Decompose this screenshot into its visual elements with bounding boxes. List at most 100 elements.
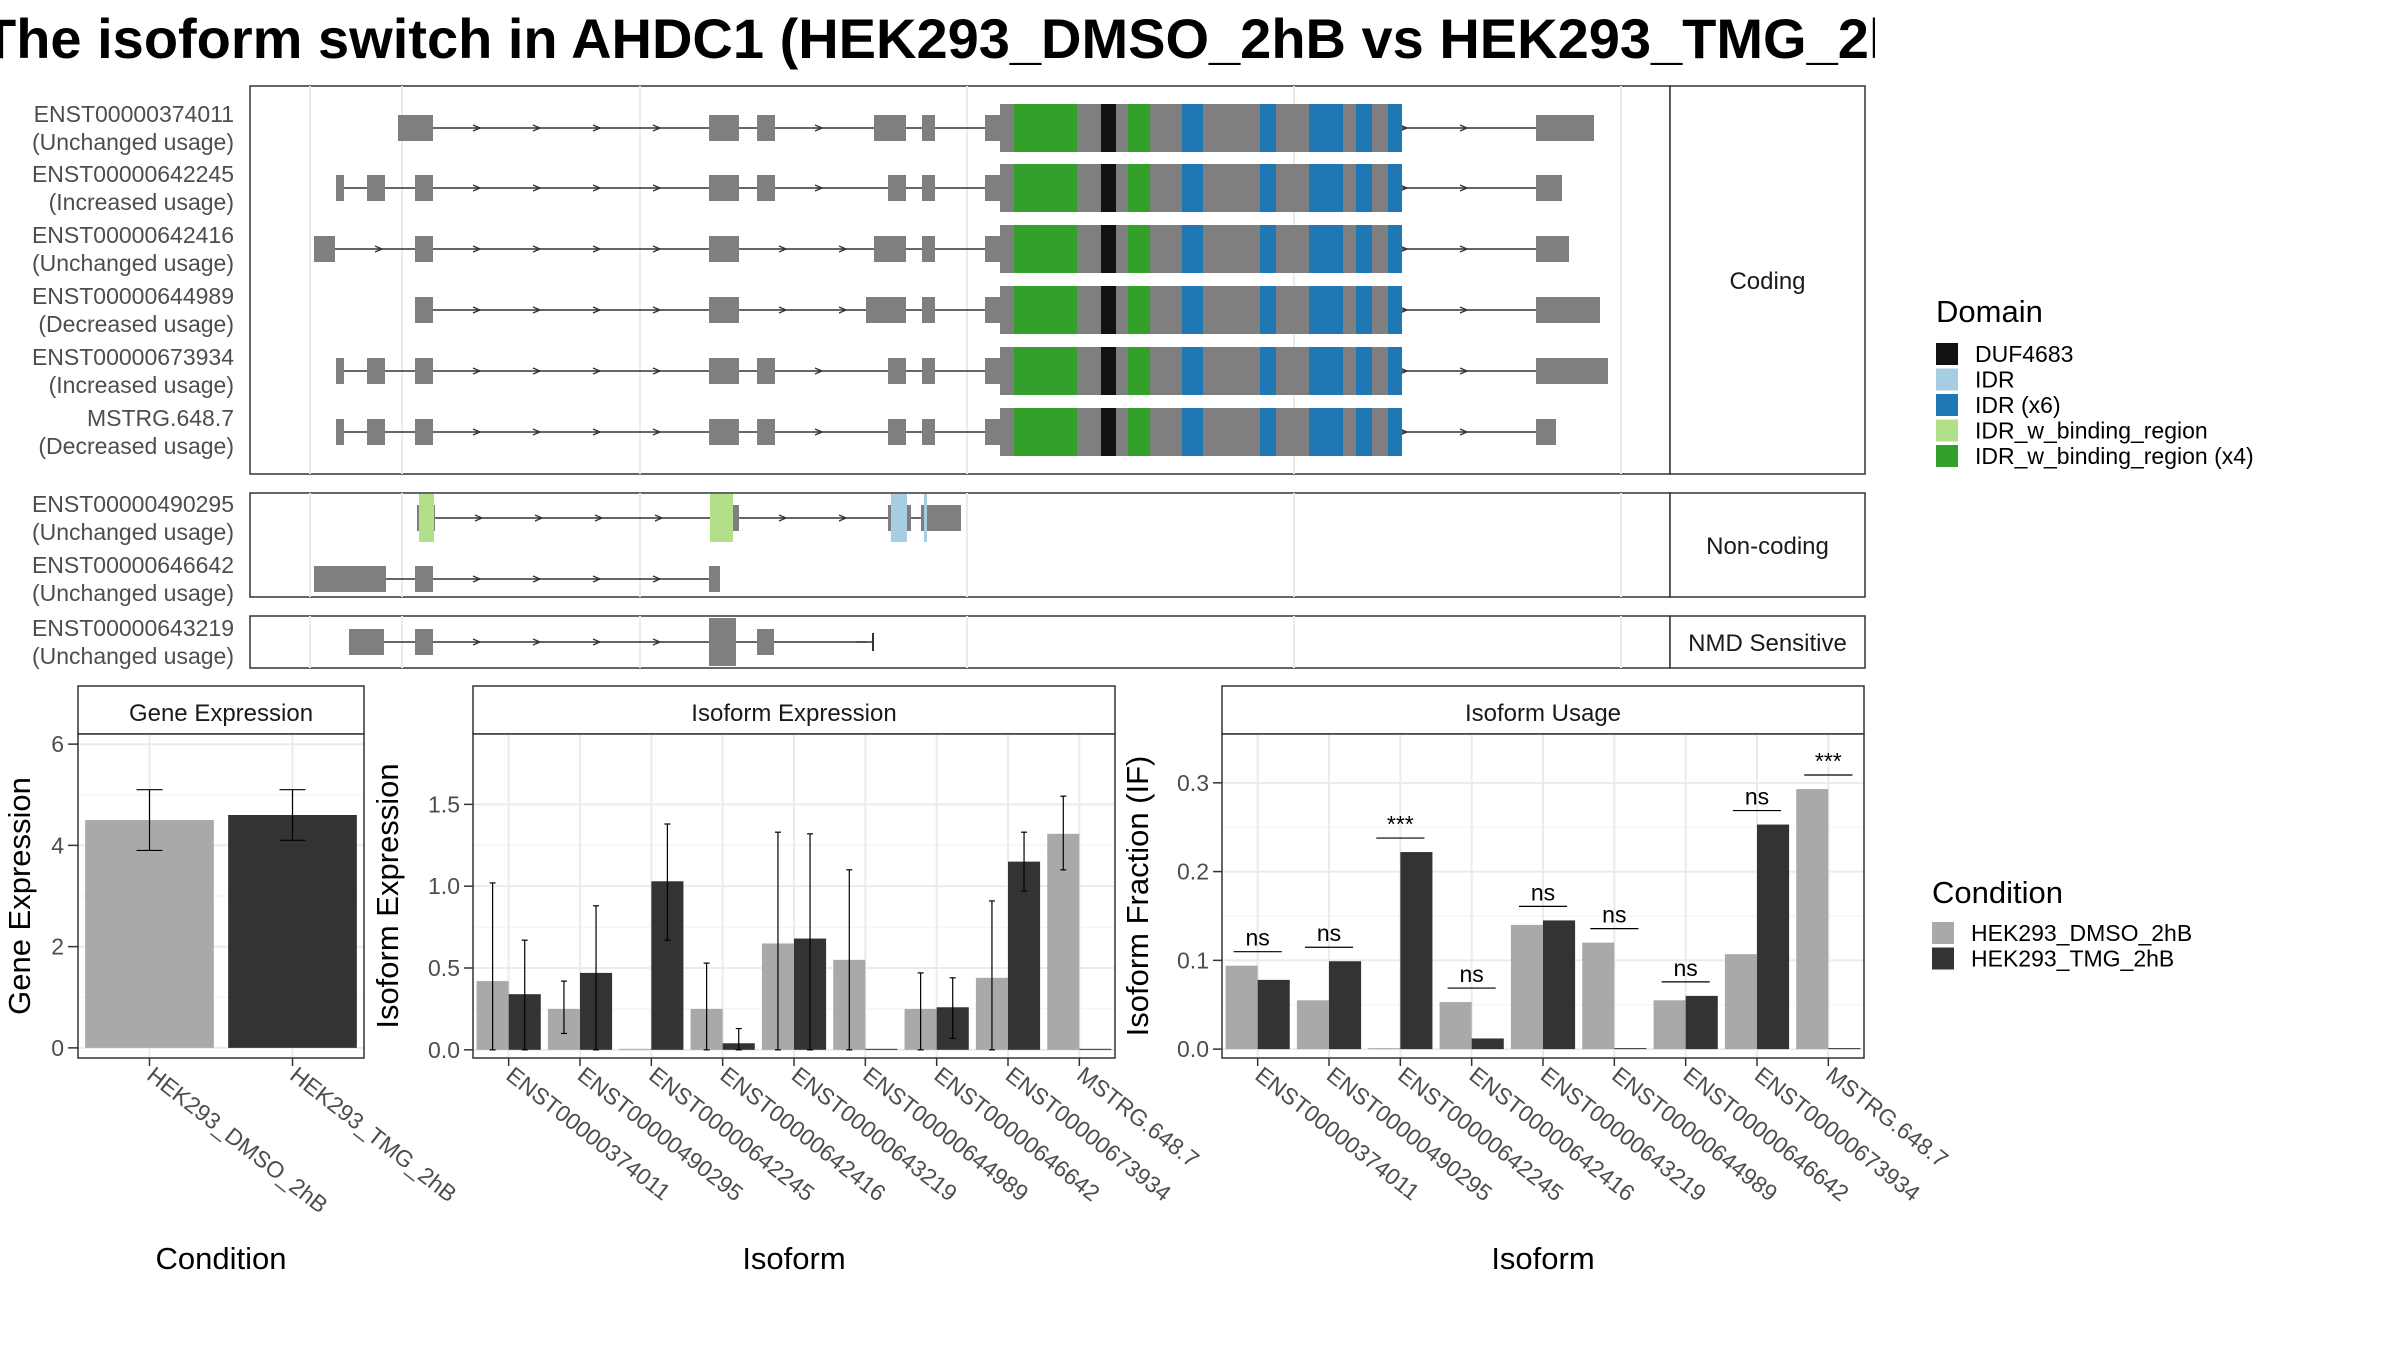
strand-arrow bbox=[1459, 428, 1469, 436]
bar bbox=[228, 815, 357, 1048]
cds-segment bbox=[1372, 104, 1388, 152]
transcript-usage-label: (Unchanged usage) bbox=[32, 580, 234, 606]
strand-arrow bbox=[472, 367, 482, 375]
protein-domain bbox=[1356, 286, 1372, 334]
protein-domain bbox=[1388, 225, 1402, 273]
significance-label: ns bbox=[1602, 902, 1626, 928]
protein-domain bbox=[1356, 408, 1372, 456]
exon bbox=[709, 297, 739, 323]
panel-title: Isoform Usage bbox=[1465, 700, 1621, 727]
exon bbox=[1536, 115, 1594, 141]
strand-arrow bbox=[838, 245, 848, 253]
protein-domain bbox=[1260, 104, 1276, 152]
protein-domain bbox=[1388, 164, 1402, 212]
strand-arrow bbox=[592, 575, 602, 583]
bar bbox=[1439, 1002, 1472, 1050]
strand-arrow bbox=[592, 184, 602, 192]
exon bbox=[1536, 358, 1608, 384]
protein-domain bbox=[924, 494, 927, 542]
strand-arrow bbox=[532, 124, 542, 132]
cds-segment bbox=[1116, 225, 1128, 273]
bar bbox=[1257, 979, 1290, 1050]
strand-arrow bbox=[778, 245, 788, 253]
y-axis-label: Isoform Fraction (IF) bbox=[1120, 756, 1155, 1037]
strand-arrow bbox=[1399, 124, 1409, 132]
exon bbox=[1536, 297, 1600, 323]
bar bbox=[1008, 861, 1041, 1050]
cds-segment bbox=[1372, 347, 1388, 395]
strand-arrow bbox=[472, 428, 482, 436]
facet-strip bbox=[1669, 615, 1866, 669]
significance-label: *** bbox=[1815, 748, 1842, 774]
cds-segment bbox=[1077, 286, 1101, 334]
y-tick-label: 0.2 bbox=[1177, 859, 1209, 885]
strand-arrow bbox=[1399, 428, 1409, 436]
strand-arrow bbox=[472, 124, 482, 132]
strand-arrow bbox=[532, 428, 542, 436]
cds-segment bbox=[1372, 225, 1388, 273]
protein-domain bbox=[1101, 104, 1116, 152]
strand-arrow bbox=[652, 306, 662, 314]
protein-domain bbox=[1182, 164, 1203, 212]
condition-legend-key bbox=[1932, 947, 1954, 970]
protein-domain bbox=[1101, 164, 1116, 212]
transcript-usage-label: (Unchanged usage) bbox=[32, 643, 234, 669]
bar bbox=[865, 1048, 898, 1050]
cds-segment bbox=[1343, 164, 1356, 212]
protein-domain bbox=[1014, 104, 1077, 152]
domain-legend-key bbox=[1936, 445, 1958, 467]
transcript-usage-label: (Decreased usage) bbox=[38, 311, 234, 337]
protein-domain bbox=[1128, 104, 1150, 152]
significance-label: ns bbox=[1460, 961, 1484, 987]
transcript-group-nmd-sensitive: NMD Sensitive ENST00000643219(Unchanged u… bbox=[32, 615, 1866, 669]
bar-panel-isoform-expression: Isoform Expression0.00.51.01.5ENST000003… bbox=[370, 685, 1204, 1276]
condition-legend-key bbox=[1932, 922, 1954, 944]
cds-segment bbox=[1203, 286, 1260, 334]
exon bbox=[709, 566, 720, 592]
protein-domain bbox=[1260, 408, 1276, 456]
exon bbox=[709, 175, 739, 201]
strand-arrow bbox=[534, 514, 544, 522]
protein-domain bbox=[1260, 225, 1276, 273]
protein-domain bbox=[1014, 225, 1077, 273]
bar bbox=[1828, 1048, 1861, 1050]
exon bbox=[367, 419, 385, 445]
bar bbox=[1582, 942, 1615, 1050]
protein-domain bbox=[1388, 104, 1402, 152]
exon bbox=[709, 236, 739, 262]
bar bbox=[1510, 924, 1543, 1050]
y-tick-label: 1.0 bbox=[428, 873, 460, 899]
exon bbox=[921, 505, 961, 531]
y-tick-label: 6 bbox=[51, 731, 64, 757]
strand-arrow bbox=[374, 245, 384, 253]
exon bbox=[367, 358, 385, 384]
exon bbox=[922, 419, 935, 445]
strand-arrow bbox=[532, 245, 542, 253]
y-tick-label: 2 bbox=[51, 934, 64, 960]
panel-title: Gene Expression bbox=[129, 700, 313, 727]
y-tick-label: 0.1 bbox=[1177, 947, 1209, 973]
protein-domain bbox=[1388, 408, 1402, 456]
protein-domain bbox=[1182, 347, 1203, 395]
x-axis-label: Isoform bbox=[742, 1241, 845, 1276]
strand-arrow bbox=[1459, 367, 1469, 375]
cds-segment bbox=[1077, 225, 1101, 273]
protein-domain bbox=[1128, 408, 1150, 456]
exon bbox=[709, 358, 739, 384]
exon bbox=[888, 358, 906, 384]
cds-segment bbox=[1000, 408, 1014, 456]
protein-domain bbox=[710, 494, 733, 542]
strand-arrow bbox=[472, 306, 482, 314]
cds-segment bbox=[1203, 164, 1260, 212]
strand-arrow bbox=[472, 184, 482, 192]
cds-segment bbox=[1150, 164, 1182, 212]
bar bbox=[1296, 1000, 1329, 1050]
transcript-usage-label: (Unchanged usage) bbox=[32, 250, 234, 276]
cds-segment bbox=[1276, 225, 1309, 273]
strand-arrow bbox=[594, 514, 604, 522]
cds-segment bbox=[1150, 408, 1182, 456]
cds-segment bbox=[1150, 225, 1182, 273]
exon bbox=[922, 175, 935, 201]
